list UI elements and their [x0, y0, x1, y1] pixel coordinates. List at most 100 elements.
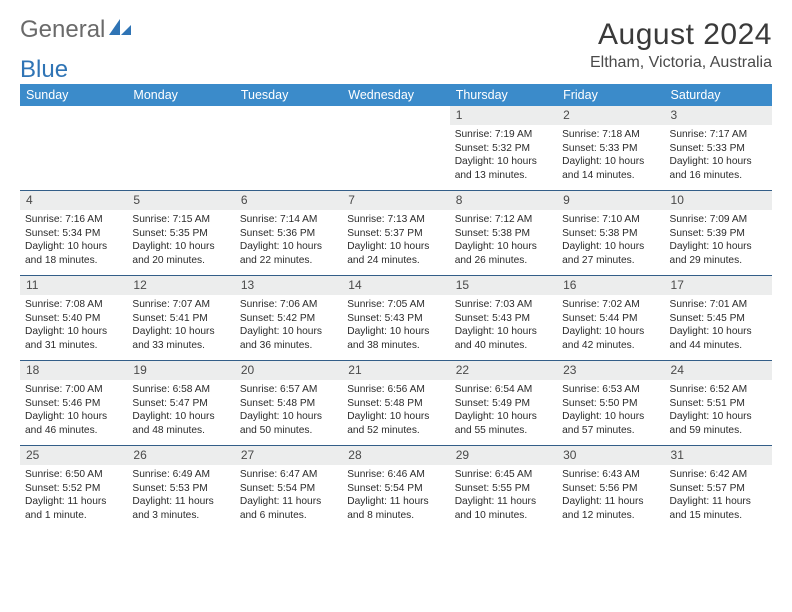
day-number: 18 [20, 361, 127, 380]
sunrise-text: Sunrise: 6:49 AM [132, 468, 229, 481]
weekday-header: Saturday [665, 84, 772, 106]
day-cell: 22Sunrise: 6:54 AMSunset: 5:49 PMDayligh… [450, 361, 557, 445]
sunrise-text: Sunrise: 7:14 AM [240, 213, 337, 226]
daylight-text: Daylight: 10 hours and 26 minutes. [455, 240, 552, 266]
sunset-text: Sunset: 5:57 PM [670, 482, 767, 495]
sunset-text: Sunset: 5:43 PM [455, 312, 552, 325]
sunset-text: Sunset: 5:54 PM [240, 482, 337, 495]
day-cell: 8Sunrise: 7:12 AMSunset: 5:38 PMDaylight… [450, 191, 557, 275]
day-body: Sunrise: 7:17 AMSunset: 5:33 PMDaylight:… [665, 125, 772, 186]
daylight-text: Daylight: 11 hours and 3 minutes. [132, 495, 229, 521]
weekday-header: Wednesday [342, 84, 449, 106]
day-cell: 28Sunrise: 6:46 AMSunset: 5:54 PMDayligh… [342, 446, 449, 530]
daylight-text: Daylight: 11 hours and 12 minutes. [562, 495, 659, 521]
day-number: 28 [342, 446, 449, 465]
day-number: 16 [557, 276, 664, 295]
day-number: 3 [665, 106, 772, 125]
day-cell: 17Sunrise: 7:01 AMSunset: 5:45 PMDayligh… [665, 276, 772, 360]
sunrise-text: Sunrise: 7:19 AM [455, 128, 552, 141]
sunrise-text: Sunrise: 6:53 AM [562, 383, 659, 396]
sunrise-text: Sunrise: 6:52 AM [670, 383, 767, 396]
weekday-header: Tuesday [235, 84, 342, 106]
day-body: Sunrise: 7:01 AMSunset: 5:45 PMDaylight:… [665, 295, 772, 356]
day-number: 15 [450, 276, 557, 295]
sunrise-text: Sunrise: 6:50 AM [25, 468, 122, 481]
day-body: Sunrise: 7:19 AMSunset: 5:32 PMDaylight:… [450, 125, 557, 186]
sunset-text: Sunset: 5:43 PM [347, 312, 444, 325]
day-cell: 10Sunrise: 7:09 AMSunset: 5:39 PMDayligh… [665, 191, 772, 275]
day-cell: 25Sunrise: 6:50 AMSunset: 5:52 PMDayligh… [20, 446, 127, 530]
sunrise-text: Sunrise: 7:05 AM [347, 298, 444, 311]
sunset-text: Sunset: 5:40 PM [25, 312, 122, 325]
daylight-text: Daylight: 10 hours and 44 minutes. [670, 325, 767, 351]
calendar-page: General August 2024 Eltham, Victoria, Au… [0, 0, 792, 540]
day-body: Sunrise: 7:09 AMSunset: 5:39 PMDaylight:… [665, 210, 772, 271]
sunset-text: Sunset: 5:37 PM [347, 227, 444, 240]
sunset-text: Sunset: 5:35 PM [132, 227, 229, 240]
month-title: August 2024 [590, 18, 772, 52]
week-row: 1Sunrise: 7:19 AMSunset: 5:32 PMDaylight… [20, 106, 772, 191]
daylight-text: Daylight: 10 hours and 13 minutes. [455, 155, 552, 181]
daylight-text: Daylight: 10 hours and 31 minutes. [25, 325, 122, 351]
sunset-text: Sunset: 5:47 PM [132, 397, 229, 410]
sunrise-text: Sunrise: 7:09 AM [670, 213, 767, 226]
day-body: Sunrise: 6:50 AMSunset: 5:52 PMDaylight:… [20, 465, 127, 526]
sunset-text: Sunset: 5:45 PM [670, 312, 767, 325]
sunrise-text: Sunrise: 6:46 AM [347, 468, 444, 481]
day-body: Sunrise: 7:18 AMSunset: 5:33 PMDaylight:… [557, 125, 664, 186]
day-cell: 20Sunrise: 6:57 AMSunset: 5:48 PMDayligh… [235, 361, 342, 445]
sunrise-text: Sunrise: 7:18 AM [562, 128, 659, 141]
day-number: 21 [342, 361, 449, 380]
day-number: 31 [665, 446, 772, 465]
sunrise-text: Sunrise: 7:07 AM [132, 298, 229, 311]
day-number: 30 [557, 446, 664, 465]
day-cell: 11Sunrise: 7:08 AMSunset: 5:40 PMDayligh… [20, 276, 127, 360]
day-cell: 16Sunrise: 7:02 AMSunset: 5:44 PMDayligh… [557, 276, 664, 360]
sunset-text: Sunset: 5:36 PM [240, 227, 337, 240]
brand-logo: General [20, 18, 131, 42]
daylight-text: Daylight: 10 hours and 55 minutes. [455, 410, 552, 436]
day-body: Sunrise: 6:45 AMSunset: 5:55 PMDaylight:… [450, 465, 557, 526]
daylight-text: Daylight: 11 hours and 15 minutes. [670, 495, 767, 521]
sunset-text: Sunset: 5:42 PM [240, 312, 337, 325]
sunrise-text: Sunrise: 6:43 AM [562, 468, 659, 481]
sunset-text: Sunset: 5:51 PM [670, 397, 767, 410]
daylight-text: Daylight: 10 hours and 29 minutes. [670, 240, 767, 266]
day-cell: 15Sunrise: 7:03 AMSunset: 5:43 PMDayligh… [450, 276, 557, 360]
week-row: 25Sunrise: 6:50 AMSunset: 5:52 PMDayligh… [20, 446, 772, 530]
daylight-text: Daylight: 10 hours and 36 minutes. [240, 325, 337, 351]
day-number: 25 [20, 446, 127, 465]
weekday-header: Thursday [450, 84, 557, 106]
day-number: 22 [450, 361, 557, 380]
daylight-text: Daylight: 11 hours and 10 minutes. [455, 495, 552, 521]
brand-text-1: General [20, 18, 105, 42]
sunrise-text: Sunrise: 7:10 AM [562, 213, 659, 226]
day-cell: 2Sunrise: 7:18 AMSunset: 5:33 PMDaylight… [557, 106, 664, 190]
day-body: Sunrise: 7:06 AMSunset: 5:42 PMDaylight:… [235, 295, 342, 356]
day-number: 1 [450, 106, 557, 125]
sunset-text: Sunset: 5:34 PM [25, 227, 122, 240]
day-number: 14 [342, 276, 449, 295]
day-body: Sunrise: 7:13 AMSunset: 5:37 PMDaylight:… [342, 210, 449, 271]
weekday-header: Sunday [20, 84, 127, 106]
day-number: 12 [127, 276, 234, 295]
sunset-text: Sunset: 5:38 PM [455, 227, 552, 240]
day-cell: 7Sunrise: 7:13 AMSunset: 5:37 PMDaylight… [342, 191, 449, 275]
daylight-text: Daylight: 10 hours and 16 minutes. [670, 155, 767, 181]
day-cell: 23Sunrise: 6:53 AMSunset: 5:50 PMDayligh… [557, 361, 664, 445]
day-cell: 30Sunrise: 6:43 AMSunset: 5:56 PMDayligh… [557, 446, 664, 530]
sunset-text: Sunset: 5:38 PM [562, 227, 659, 240]
sunset-text: Sunset: 5:41 PM [132, 312, 229, 325]
day-body: Sunrise: 6:46 AMSunset: 5:54 PMDaylight:… [342, 465, 449, 526]
day-cell: 9Sunrise: 7:10 AMSunset: 5:38 PMDaylight… [557, 191, 664, 275]
sunrise-text: Sunrise: 7:13 AM [347, 213, 444, 226]
daylight-text: Daylight: 10 hours and 46 minutes. [25, 410, 122, 436]
sunset-text: Sunset: 5:54 PM [347, 482, 444, 495]
day-number: 13 [235, 276, 342, 295]
day-number: 6 [235, 191, 342, 210]
sunset-text: Sunset: 5:52 PM [25, 482, 122, 495]
daylight-text: Daylight: 11 hours and 1 minute. [25, 495, 122, 521]
sunset-text: Sunset: 5:44 PM [562, 312, 659, 325]
day-cell: 4Sunrise: 7:16 AMSunset: 5:34 PMDaylight… [20, 191, 127, 275]
sunrise-text: Sunrise: 7:06 AM [240, 298, 337, 311]
